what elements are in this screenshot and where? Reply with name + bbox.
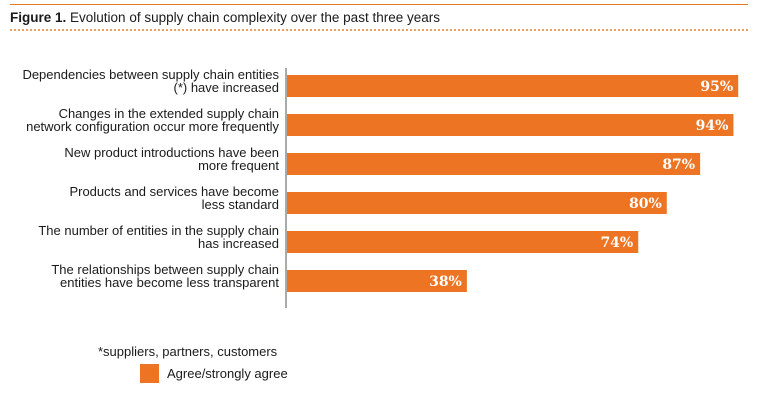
legend-label: Agree/strongly agree [167,366,288,381]
bar-6 [287,270,467,292]
category-label-2: Changes in the extended supply chain netw… [26,106,279,134]
legend-swatch [140,364,159,383]
bar-value-label-5: 74% [600,235,633,251]
header-top-rule [10,4,748,5]
category-label-4: Products and services have become less st… [69,184,279,212]
value-labels-group: 95% 94% 87% 80% 74% 38% [429,79,733,290]
header-dotted-rule [10,29,748,31]
bar-value-label-6: 38% [429,274,462,290]
bar-value-label-2: 94% [696,118,729,134]
bar-5 [287,231,639,253]
bar-value-label-4: 80% [629,196,662,212]
bar-value-label-3: 87% [662,157,695,173]
category-label-6: The relationships between supply chain en… [51,262,279,290]
bar-2 [287,114,734,136]
footnote: *suppliers, partners, customers [98,344,278,359]
figure-number: Figure 1. [10,10,67,25]
bar-value-label-1: 95% [700,79,733,95]
category-labels-group: Dependencies between supply chain entiti… [22,67,279,290]
figure-title-text: Evolution of supply chain complexity ove… [70,10,440,25]
category-label-5: The number of entities in the supply cha… [38,223,279,251]
category-label-1: Dependencies between supply chain entiti… [22,67,279,95]
bar-1 [287,75,739,97]
category-label-3: New product introductions have been more … [64,145,279,173]
bar-4 [287,192,667,214]
bar-3 [287,153,701,175]
figure-header: Figure 1. Evolution of supply chain comp… [10,0,748,33]
bars-group [287,75,739,292]
figure-title: Figure 1. Evolution of supply chain comp… [10,10,440,25]
